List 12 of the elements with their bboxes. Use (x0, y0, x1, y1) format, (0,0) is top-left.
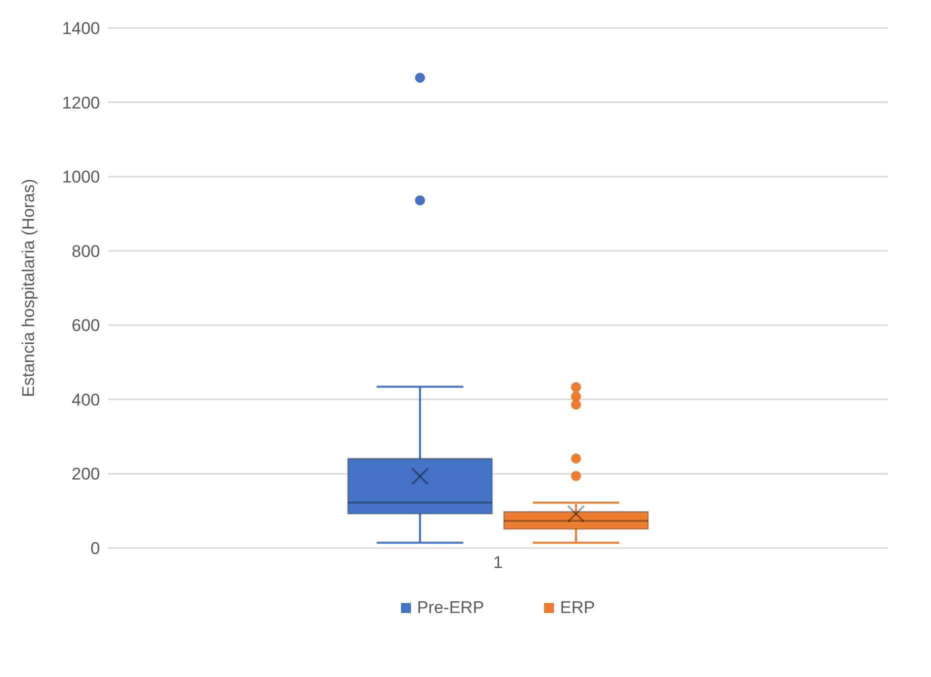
y-tick-label: 600 (72, 316, 100, 336)
y-tick-label: 200 (72, 464, 100, 484)
y-tick-label: 400 (72, 390, 100, 410)
y-tick-label: 1000 (62, 168, 100, 187)
legend-label: ERP (560, 598, 596, 618)
y-tick-label: 800 (72, 242, 100, 261)
legend-label: Pre-ERP (416, 598, 484, 618)
y-axis-title: Estancia hospitalaria (Horas) (19, 178, 38, 398)
y-tick-label: 0 (90, 539, 100, 558)
y-tick-label: 1200 (62, 93, 100, 112)
x-tick-label: 1 (493, 553, 503, 572)
y-tick-label: 1400 (62, 19, 100, 38)
